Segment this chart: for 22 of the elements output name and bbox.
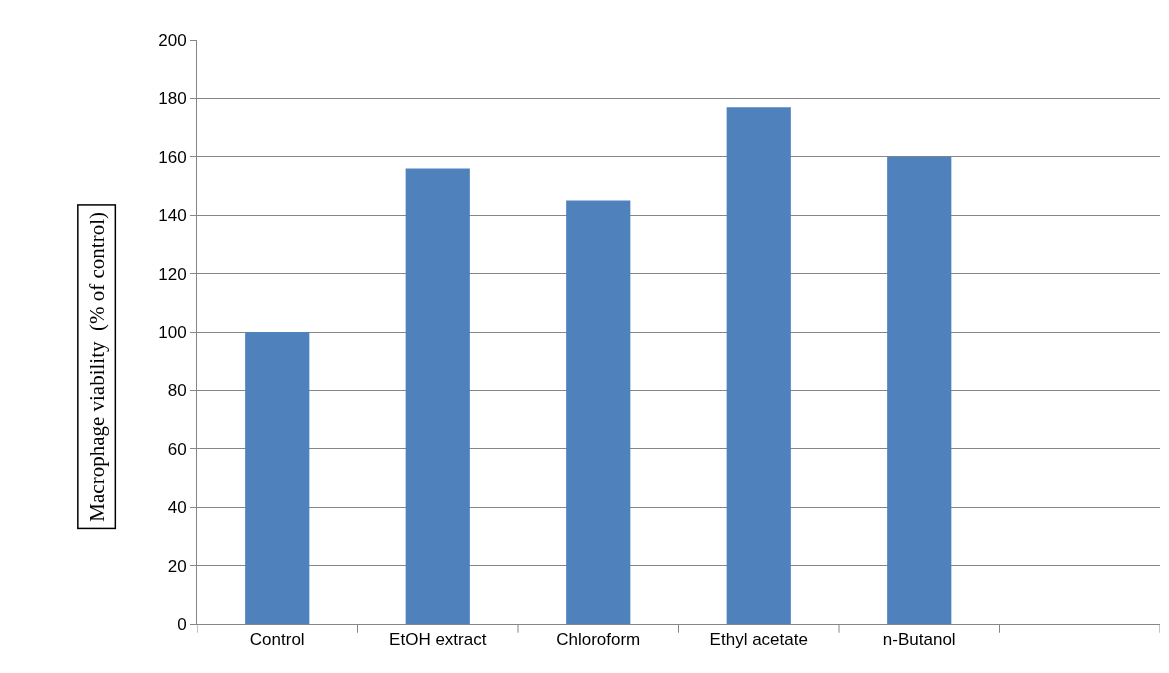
y-tick-label: 140	[158, 206, 187, 226]
bar	[566, 200, 631, 624]
bar	[726, 107, 791, 624]
y-tick-label: 0	[177, 614, 187, 634]
y-tick-label: 160	[158, 147, 187, 167]
bar	[245, 332, 310, 624]
y-tick-label: 60	[167, 439, 187, 459]
y-tick-label: 80	[167, 381, 187, 401]
y-tick-label: 180	[158, 89, 187, 109]
x-tick-label: Control	[249, 630, 305, 650]
y-tick-label: 20	[167, 556, 187, 576]
bar	[405, 168, 470, 624]
y-tick-label: 100	[158, 322, 187, 342]
x-tick-label: Chloroform	[556, 630, 641, 650]
x-tick-label: Ethyl acetate	[709, 630, 808, 650]
bar	[887, 156, 952, 624]
y-axis-title: Macrophage viability (% of control)	[84, 212, 109, 522]
y-tick-label: 120	[158, 264, 187, 284]
x-tick-label: n-Butanol	[882, 630, 956, 650]
x-tick-label: EtOH extract	[389, 630, 487, 650]
y-tick-label: 200	[158, 30, 187, 50]
y-tick-label: 40	[167, 498, 187, 518]
